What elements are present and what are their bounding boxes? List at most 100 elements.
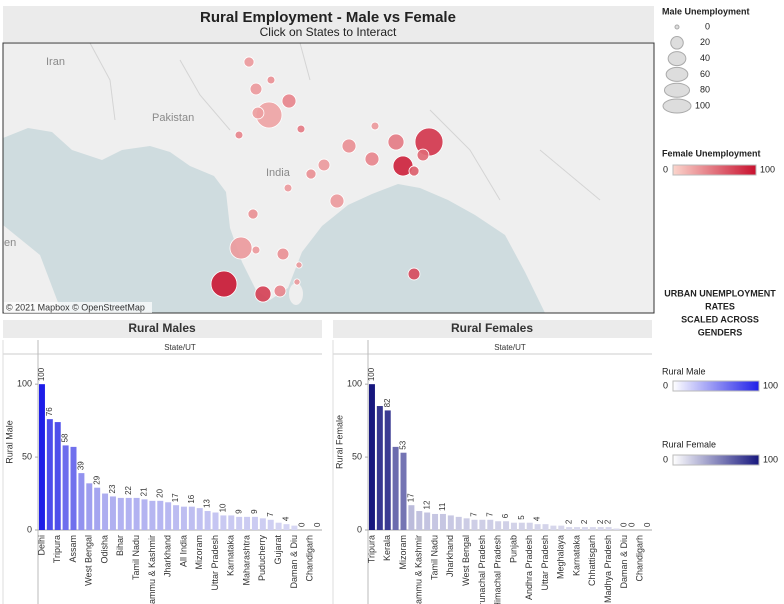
- x-tick-label: Karnataka: [571, 535, 581, 576]
- map-frame: [2, 42, 655, 314]
- bar: [432, 513, 439, 530]
- value-label: 7: [470, 512, 479, 517]
- bar: [220, 515, 227, 530]
- state-bubble[interactable]: [229, 236, 253, 260]
- size-legend-label: 40: [700, 53, 710, 63]
- state-bubble[interactable]: [317, 158, 331, 172]
- x-tick-label: All India: [178, 535, 188, 567]
- value-label: 29: [92, 475, 101, 484]
- bar: [495, 521, 502, 530]
- x-tick-label: Bihar: [115, 535, 125, 556]
- state-bubble[interactable]: [407, 267, 421, 281]
- state-bubble[interactable]: [281, 93, 297, 109]
- x-tick-label: Daman & Diu: [619, 535, 629, 589]
- bar: [447, 515, 454, 530]
- size-legend-mark: [667, 51, 687, 67]
- state-bubble[interactable]: [416, 148, 430, 162]
- map[interactable]: [3, 43, 654, 313]
- state-bubble[interactable]: [273, 284, 287, 298]
- size-legend-mark: [663, 82, 691, 98]
- land: [3, 43, 654, 313]
- bar: [291, 525, 298, 530]
- female-color-legend: [672, 164, 757, 176]
- bar: [236, 516, 243, 530]
- state-bubble[interactable]: [370, 121, 380, 131]
- x-tick-label: Jharkhand: [445, 535, 455, 577]
- size-legend-mark: [662, 98, 692, 114]
- dashboard-title: Rural Employment - Male vs Female: [200, 9, 456, 26]
- bar: [510, 522, 517, 530]
- state-bubble[interactable]: [234, 130, 244, 140]
- y-tick-label: 50: [22, 451, 32, 461]
- state-bubble[interactable]: [341, 138, 357, 154]
- x-tick-label: Jammu & Kashmir: [147, 535, 157, 604]
- x-tick-label: Tamil Nadu: [131, 535, 141, 580]
- bar: [109, 496, 116, 530]
- state-bubble[interactable]: [329, 193, 345, 209]
- state-bubble[interactable]: [243, 56, 255, 68]
- bar: [424, 512, 431, 530]
- y-tick-label: 0: [27, 524, 32, 534]
- y-tick-label: 50: [352, 451, 362, 461]
- state-bubble[interactable]: [296, 124, 306, 134]
- state-bubble[interactable]: [251, 245, 261, 255]
- state-bubble[interactable]: [210, 270, 238, 298]
- x-tick-label: West Bengal: [84, 535, 94, 586]
- value-label: 53: [399, 440, 408, 449]
- state-bubble[interactable]: [295, 261, 303, 269]
- bar: [267, 519, 274, 530]
- x-tick-label: Jammu & Kashmir: [414, 535, 424, 604]
- state-bubble[interactable]: [408, 165, 420, 177]
- panel-title-bar: [333, 320, 652, 338]
- size-legend-label: 80: [700, 85, 710, 95]
- column-header: State/UT: [164, 343, 196, 352]
- state-bubble[interactable]: [249, 82, 263, 96]
- bar: [376, 406, 383, 530]
- state-bubble[interactable]: [266, 75, 276, 85]
- value-label: 2: [596, 519, 605, 524]
- map-label: en: [4, 237, 16, 249]
- state-bubble[interactable]: [283, 183, 293, 193]
- bar: [204, 511, 211, 530]
- state-bubble[interactable]: [305, 168, 317, 180]
- x-tick-label: Puducherry: [257, 535, 267, 582]
- bar: [117, 497, 124, 530]
- bar: [408, 505, 415, 530]
- bar: [188, 506, 195, 530]
- bar: [38, 384, 45, 530]
- state-bubble[interactable]: [387, 133, 405, 151]
- x-tick-label: Odisha: [99, 535, 109, 564]
- bar: [503, 521, 510, 530]
- x-tick-label: Uttar Pradesh: [210, 535, 220, 591]
- legend-min: 0: [663, 164, 668, 174]
- value-label: 20: [155, 488, 164, 497]
- value-label: 21: [140, 487, 149, 496]
- land: [3, 225, 62, 313]
- value-label: 100: [367, 367, 376, 381]
- state-bubble[interactable]: [251, 106, 265, 120]
- bar: [78, 473, 85, 530]
- legend-min: 0: [663, 380, 668, 390]
- value-label: 76: [45, 407, 54, 416]
- panel-title: Rural Males: [128, 321, 196, 335]
- x-tick-label: Andhra Pradesh: [524, 535, 534, 600]
- x-tick-label: Himachal Pradesh: [493, 535, 503, 604]
- x-tick-label: Tripura: [52, 535, 62, 563]
- bar: [165, 502, 172, 530]
- panel-title-bar: [3, 320, 322, 338]
- value-label: 9: [250, 509, 259, 514]
- state-bubble[interactable]: [293, 278, 301, 286]
- value-label: 0: [313, 522, 322, 527]
- state-bubble[interactable]: [254, 285, 272, 303]
- y-axis-title: Rural Male: [4, 420, 14, 464]
- bar: [259, 518, 266, 530]
- state-bubble[interactable]: [247, 208, 259, 220]
- x-tick-label: Punjab: [508, 535, 518, 563]
- state-bubble[interactable]: [276, 247, 290, 261]
- x-tick-label: Maharashtra: [241, 535, 251, 586]
- value-label: 0: [297, 522, 306, 527]
- bar: [133, 497, 140, 530]
- bar: [244, 516, 251, 530]
- value-label: 5: [517, 515, 526, 520]
- state-bubble[interactable]: [364, 151, 380, 167]
